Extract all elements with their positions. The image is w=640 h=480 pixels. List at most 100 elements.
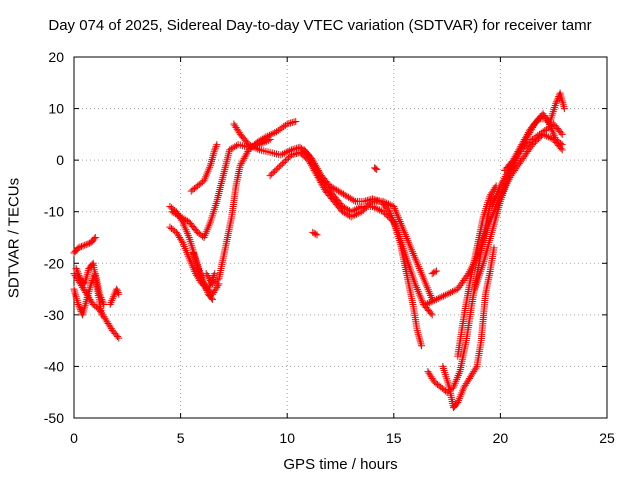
- data-point: [372, 165, 380, 173]
- data-point: [532, 133, 540, 141]
- data-point: [448, 288, 456, 296]
- data-point: [537, 129, 545, 137]
- data-point: [247, 142, 255, 150]
- data-point: [212, 142, 220, 150]
- data-point: [274, 164, 282, 172]
- data-point: [445, 289, 453, 297]
- data-point: [287, 151, 295, 159]
- data-point: [544, 133, 552, 141]
- data-point: [271, 129, 279, 137]
- data-point: [291, 150, 299, 158]
- data-point: [364, 202, 372, 210]
- data-point: [113, 285, 121, 293]
- data-point: [431, 268, 439, 276]
- data-point: [386, 201, 394, 209]
- data-point: [73, 297, 81, 305]
- data-point: [283, 155, 291, 163]
- data-series-track-o: [309, 228, 321, 239]
- data-series-track-k: [189, 249, 223, 298]
- data-point: [415, 334, 423, 342]
- data-point: [275, 163, 283, 171]
- data-point: [416, 338, 424, 346]
- data-point: [382, 211, 390, 219]
- data-point: [360, 197, 368, 205]
- data-point: [269, 129, 277, 137]
- data-series-track-v: [471, 89, 568, 293]
- data-series-track-b: [70, 234, 99, 257]
- data-point: [280, 158, 288, 166]
- data-point: [368, 195, 376, 203]
- data-series-track-x: [428, 267, 440, 278]
- data-point: [74, 301, 82, 309]
- data-series-track-d: [72, 259, 106, 319]
- data-point: [288, 118, 296, 126]
- data-point: [289, 150, 297, 158]
- data-point: [472, 364, 480, 372]
- data-point: [528, 136, 536, 144]
- data-point: [557, 129, 565, 137]
- data-point: [245, 141, 253, 149]
- data-point: [248, 142, 256, 150]
- data-point: [211, 146, 219, 154]
- data-series-track-l: [230, 120, 426, 350]
- data-point: [99, 299, 107, 307]
- data-point: [422, 301, 430, 309]
- data-point: [362, 203, 370, 211]
- data-point: [350, 196, 358, 204]
- data-series-track-p: [371, 164, 381, 173]
- data-point: [269, 169, 277, 177]
- data-point: [430, 269, 438, 277]
- data-point: [416, 336, 424, 344]
- data-point: [560, 105, 568, 113]
- data-point: [232, 142, 240, 150]
- y-tick-label: 10: [48, 101, 64, 117]
- data-point: [74, 268, 82, 276]
- data-point: [72, 291, 80, 299]
- x-tick-label: 5: [177, 430, 185, 446]
- data-point: [281, 121, 289, 129]
- data-point: [429, 297, 437, 305]
- x-axis-label: GPS time / hours: [283, 456, 398, 473]
- data-point: [284, 148, 292, 156]
- data-point: [87, 280, 95, 288]
- x-tick-label: 0: [70, 430, 78, 446]
- data-point: [294, 149, 302, 157]
- data-point: [365, 196, 373, 204]
- data-point: [559, 101, 567, 109]
- data-point: [432, 295, 440, 303]
- data-point: [534, 116, 542, 124]
- data-point: [82, 241, 90, 249]
- data-point: [115, 334, 123, 342]
- data-point: [281, 157, 289, 165]
- data-point: [309, 228, 317, 236]
- data-point: [70, 285, 78, 293]
- y-tick-label: -20: [44, 255, 64, 271]
- data-point: [552, 99, 560, 107]
- data-point: [254, 145, 262, 153]
- data-point: [432, 267, 440, 275]
- data-point: [209, 152, 217, 160]
- data-point: [415, 332, 423, 340]
- data-point: [558, 141, 566, 149]
- data-point: [431, 296, 439, 304]
- data-point: [72, 264, 80, 272]
- data-point: [351, 211, 359, 219]
- data-point: [443, 290, 451, 298]
- data-point: [91, 234, 99, 241]
- y-tick-label: 20: [48, 49, 64, 65]
- data-point: [374, 196, 382, 204]
- data-point: [372, 196, 380, 204]
- data-point: [277, 161, 285, 169]
- data-point: [74, 270, 82, 278]
- y-tick-label: 0: [56, 152, 64, 168]
- data-point: [427, 309, 435, 317]
- data-point: [98, 311, 106, 319]
- data-point: [463, 271, 471, 279]
- data-point: [284, 154, 292, 162]
- data-point: [273, 128, 281, 136]
- data-point: [113, 333, 121, 341]
- data-point: [560, 103, 568, 111]
- y-tick-label: -40: [44, 358, 64, 374]
- data-point: [215, 280, 223, 288]
- data-point: [376, 206, 384, 214]
